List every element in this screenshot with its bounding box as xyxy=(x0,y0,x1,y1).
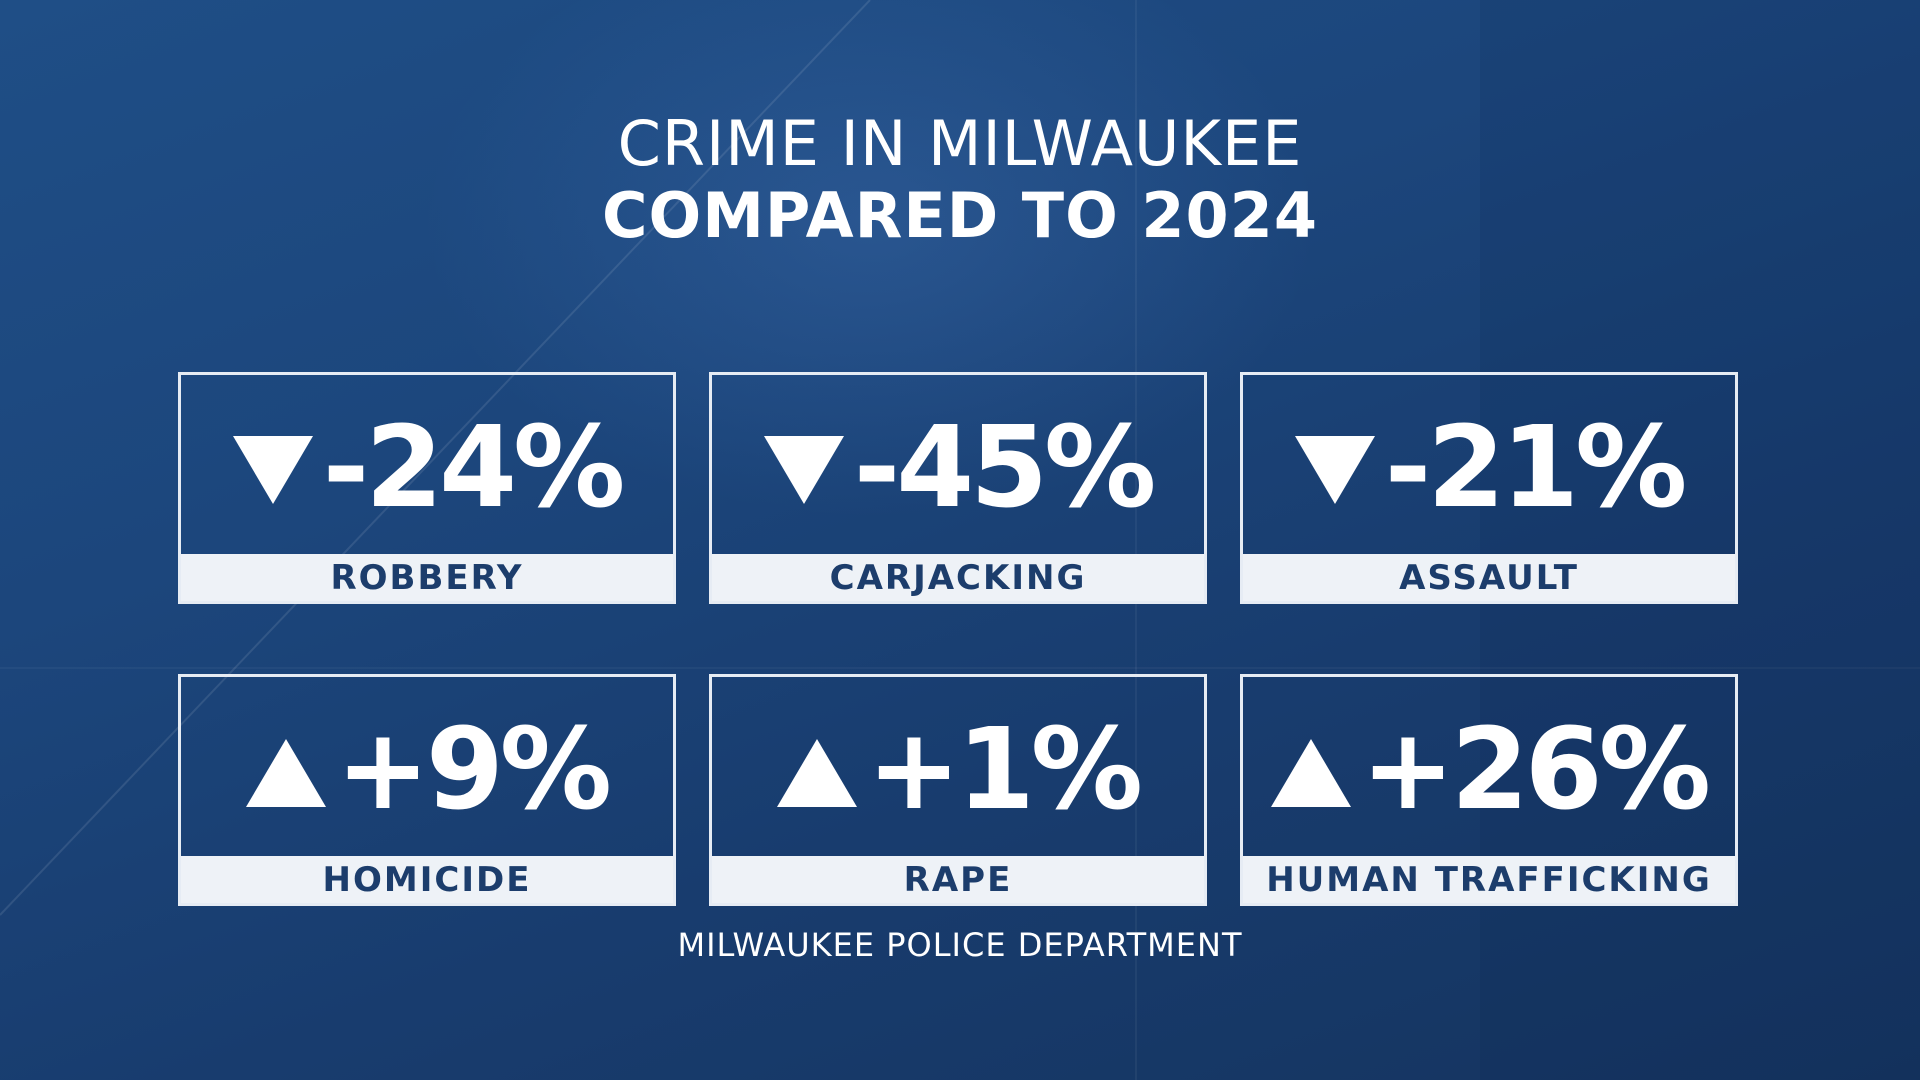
stat-label: RAPE xyxy=(712,856,1204,903)
stat-value-row: +26% xyxy=(1243,677,1735,862)
stat-card-rape: +1% RAPE xyxy=(709,674,1207,906)
page-title: CRIME IN MILWAUKEE COMPARED TO 2024 xyxy=(0,108,1920,252)
stat-label: HOMICIDE xyxy=(181,856,673,903)
stat-value: -21% xyxy=(1384,402,1688,533)
stat-card-robbery: -24% ROBBERY xyxy=(178,372,676,604)
stat-value: -45% xyxy=(853,402,1157,533)
title-line-2: COMPARED TO 2024 xyxy=(602,179,1318,252)
arrow-up-icon xyxy=(1271,738,1352,807)
stat-value-row: -21% xyxy=(1243,375,1735,560)
arrow-down-icon xyxy=(232,435,313,504)
stat-value-row: +9% xyxy=(181,677,673,862)
stat-card-assault: -21% ASSAULT xyxy=(1240,372,1738,604)
stat-value: +1% xyxy=(867,704,1143,835)
arrow-up-icon xyxy=(777,738,857,807)
stat-label: CARJACKING xyxy=(712,554,1204,601)
stat-value: -24% xyxy=(322,402,626,533)
stat-label: ASSAULT xyxy=(1243,554,1735,601)
arrow-down-icon xyxy=(1294,435,1375,504)
arrow-down-icon xyxy=(763,435,844,504)
stat-value: +9% xyxy=(336,704,612,835)
stat-value-row: -45% xyxy=(712,375,1204,560)
stat-card-carjacking: -45% CARJACKING xyxy=(709,372,1207,604)
stat-value-row: -24% xyxy=(181,375,673,560)
stat-card-homicide: +9% HOMICIDE xyxy=(178,674,676,906)
stat-label: HUMAN TRAFFICKING xyxy=(1243,856,1735,903)
stat-label: ROBBERY xyxy=(181,554,673,601)
stat-value: +26% xyxy=(1361,704,1711,835)
stat-value-row: +1% xyxy=(712,677,1204,862)
stat-card-human-trafficking: +26% HUMAN TRAFFICKING xyxy=(1240,674,1738,906)
arrow-up-icon xyxy=(246,738,326,807)
title-line-1: CRIME IN MILWAUKEE xyxy=(617,107,1303,180)
source-credit: MILWAUKEE POLICE DEPARTMENT xyxy=(677,926,1243,964)
